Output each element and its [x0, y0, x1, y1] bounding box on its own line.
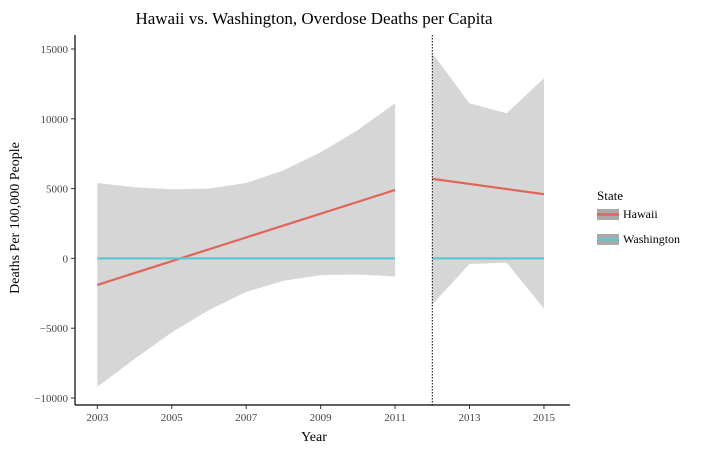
legend-label-hawaii: Hawaii: [623, 207, 658, 221]
confidence-band-pre: [97, 103, 396, 387]
series-line-hawaii-pre: [96, 188, 396, 286]
legend: State Hawaii Washington: [597, 188, 680, 246]
series-lines: [96, 177, 545, 286]
y-tick-label: −10000: [34, 393, 68, 405]
axes: [74, 35, 570, 406]
y-axis-title: Deaths Per 100,000 People: [8, 142, 23, 294]
x-axis-title: Year: [301, 430, 327, 445]
chart-title: Hawaii vs. Washington, Overdose Deaths p…: [135, 9, 493, 28]
y-tick-label: −5000: [40, 323, 69, 335]
x-tick-label: 2011: [384, 412, 406, 424]
x-tick-label: 2007: [235, 412, 258, 424]
ticks: 2003 2005 2007 2009 2011 2013 2015 −10000 −5000 0…: [34, 44, 555, 424]
x-tick-label: 2013: [459, 412, 482, 424]
x-tick-label: 2003: [86, 412, 109, 424]
y-tick-label: 15000: [41, 44, 69, 56]
confidence-band-post: [432, 53, 544, 309]
y-tick-label: 0: [63, 253, 69, 265]
x-tick-label: 2015: [533, 412, 556, 424]
x-tick-label: 2005: [161, 412, 184, 424]
series-line-hawaii-post: [432, 177, 545, 196]
y-tick-label: 10000: [41, 114, 69, 126]
legend-title: State: [597, 188, 623, 203]
y-tick-label: 5000: [46, 184, 69, 196]
legend-label-washington: Washington: [623, 232, 680, 246]
x-tick-label: 2009: [310, 412, 333, 424]
confidence-bands: [97, 53, 544, 387]
